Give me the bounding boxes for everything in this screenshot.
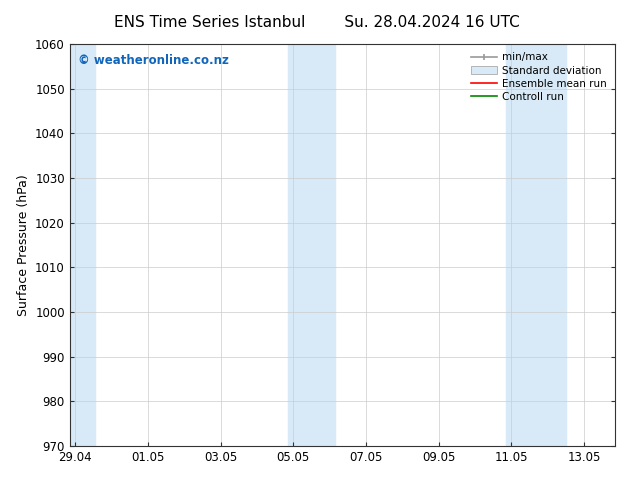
Bar — [531, 44, 566, 446]
Bar — [288, 44, 313, 446]
Bar — [313, 44, 335, 446]
Y-axis label: Surface Pressure (hPa): Surface Pressure (hPa) — [16, 174, 30, 316]
Text: © weatheronline.co.nz: © weatheronline.co.nz — [78, 54, 229, 67]
Text: ENS Time Series Istanbul        Su. 28.04.2024 16 UTC: ENS Time Series Istanbul Su. 28.04.2024 … — [114, 15, 520, 30]
Legend: min/max, Standard deviation, Ensemble mean run, Controll run: min/max, Standard deviation, Ensemble me… — [467, 49, 610, 105]
Bar — [70, 44, 95, 446]
Bar — [506, 44, 531, 446]
